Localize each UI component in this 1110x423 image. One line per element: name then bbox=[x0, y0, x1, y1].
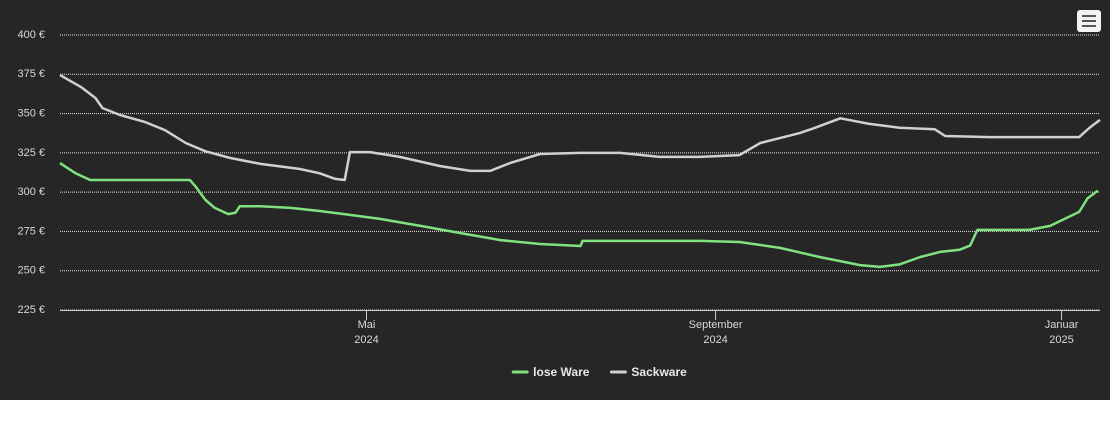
y-tick-label: 350 € bbox=[17, 107, 45, 119]
series-line bbox=[59, 74, 1101, 182]
y-tick-label: 400 € bbox=[17, 29, 45, 41]
legend-item[interactable]: Sackware bbox=[609, 365, 687, 379]
legend-label: lose Ware bbox=[533, 365, 590, 379]
y-tick-label: 375 € bbox=[17, 68, 45, 80]
y-tick-label: 300 € bbox=[17, 186, 45, 198]
legend-label: Sackware bbox=[631, 365, 687, 379]
x-tick-label: Mai 2024 bbox=[354, 319, 379, 346]
y-tick-label: 250 € bbox=[17, 265, 45, 277]
x-tick-label: September 2024 bbox=[688, 319, 743, 346]
y-tick-label: 275 € bbox=[17, 225, 45, 237]
legend-item[interactable]: lose Ware bbox=[511, 365, 590, 379]
x-tick-label: Januar 2025 bbox=[1044, 319, 1079, 346]
y-tick-label: 225 € bbox=[17, 304, 45, 316]
series-line bbox=[59, 162, 1099, 269]
legend: lose Ware Sackware bbox=[511, 365, 687, 379]
chart-svg: 225 € 250 € 275 € 300 € 325 € 350 € 375 € 400 €… bbox=[17, 10, 1101, 379]
menu-button[interactable] bbox=[1077, 10, 1101, 32]
chart: 225 € 250 € 275 € 300 € 325 € 350 € 375 € 400 €… bbox=[0, 0, 1110, 400]
y-tick-label: 325 € bbox=[17, 147, 45, 159]
